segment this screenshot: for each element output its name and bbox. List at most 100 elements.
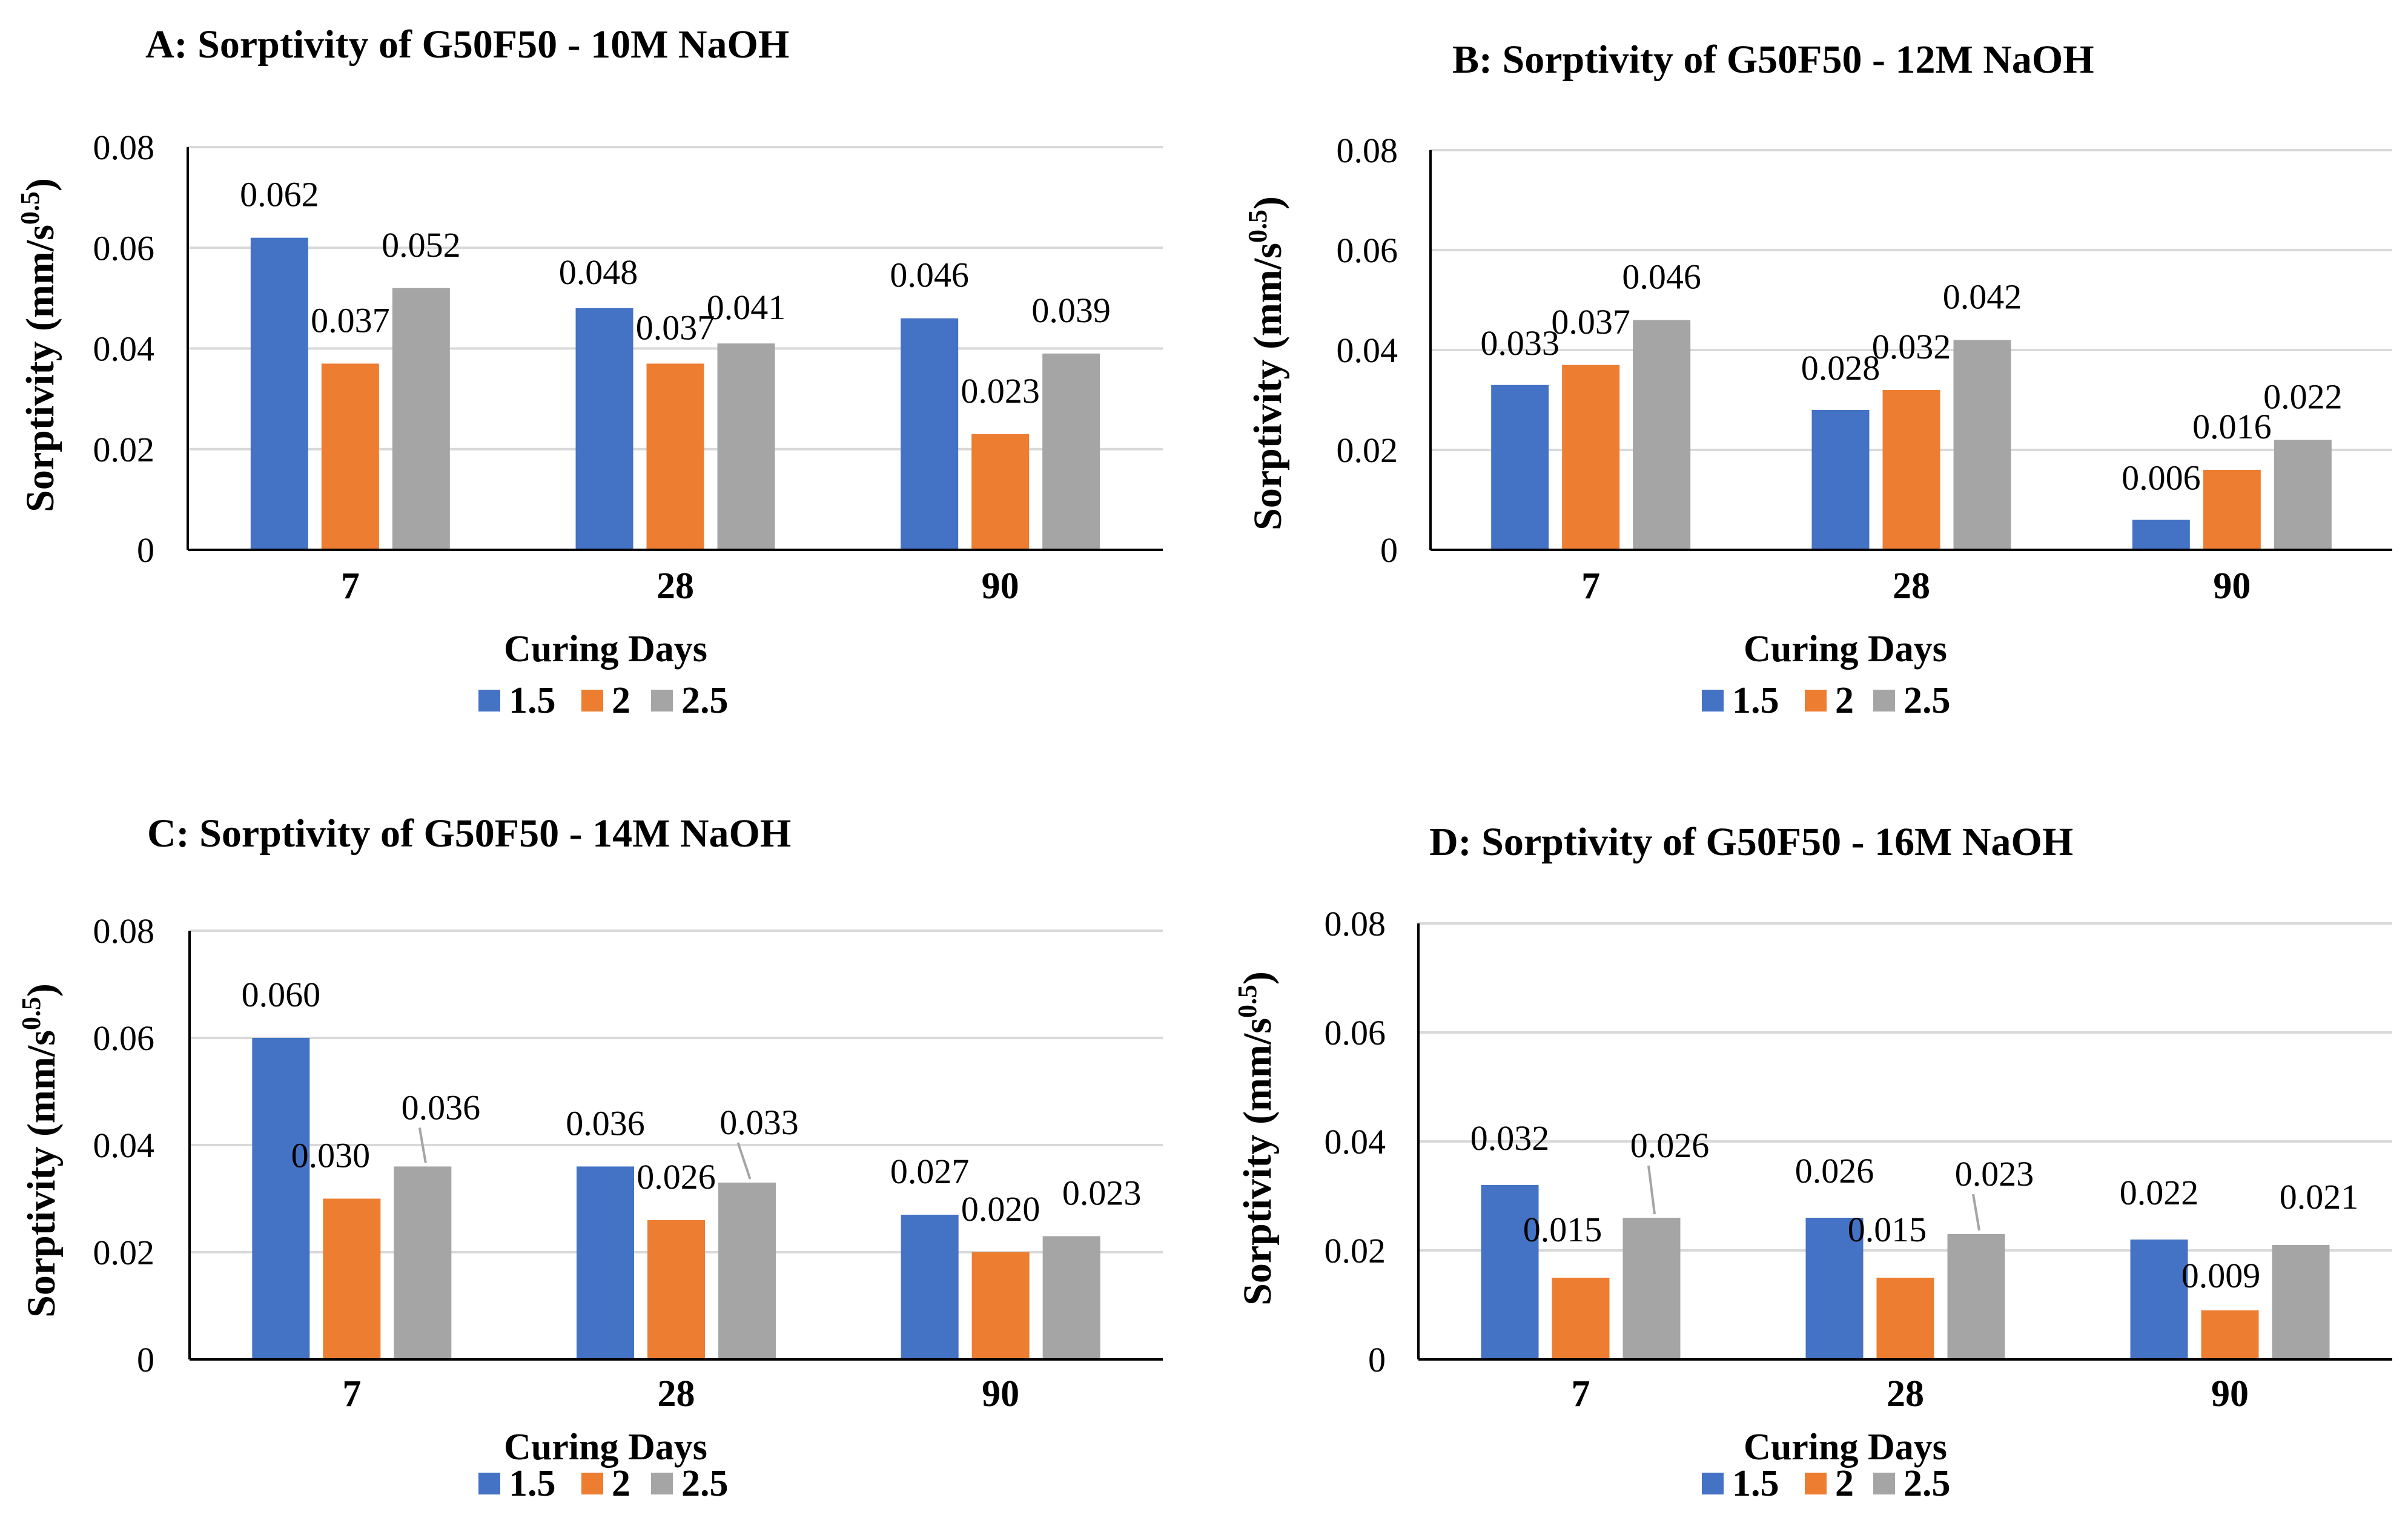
- data-label: 0.009: [2181, 1256, 2261, 1295]
- legend-swatch: [1702, 690, 1724, 712]
- bar-1_5-7: [250, 237, 308, 550]
- x-axis-label: Curing Days: [1744, 629, 1947, 670]
- bar-2_5-7: [394, 1166, 452, 1359]
- data-label: 0.037: [1551, 302, 1630, 342]
- chart-panel-a: A: Sorptivity of G50F50 - 10M NaOH Sorpt…: [15, 22, 1163, 721]
- y-tick-label: 0.02: [93, 430, 155, 469]
- legend-swatch: [581, 1473, 603, 1494]
- chart-title: D: Sorptivity of G50F50 - 16M NaOH: [1429, 820, 2073, 864]
- x-tick-label: 90: [982, 566, 1019, 607]
- bar-1_5-7: [252, 1038, 310, 1359]
- legend-swatch: [581, 690, 603, 712]
- legend-label: 1.5: [509, 680, 556, 721]
- bar-2_5-28: [717, 343, 775, 550]
- data-label: 0.030: [291, 1136, 371, 1175]
- legend-swatch: [478, 1473, 500, 1494]
- data-label: 0.052: [382, 225, 461, 265]
- bar-2-7: [323, 1198, 381, 1359]
- legend-label: 2.5: [681, 1463, 729, 1504]
- bar-2-90: [2201, 1310, 2259, 1359]
- chart-panel-c: C: Sorptivity of G50F50 - 14M NaOH Sorpt…: [16, 811, 1163, 1504]
- bar-2_5-28: [718, 1182, 776, 1359]
- legend-label: 1.5: [509, 1463, 556, 1504]
- legend-swatch: [1805, 690, 1827, 712]
- data-label: 0.021: [2280, 1177, 2359, 1217]
- legend: 1.5 2 2.5: [1702, 680, 1951, 721]
- y-tick-label: 0.06: [93, 228, 155, 268]
- data-label: 0.039: [1031, 291, 1111, 330]
- x-tick-label: 28: [1893, 566, 1930, 607]
- chart-title: C: Sorptivity of G50F50 - 14M NaOH: [147, 811, 791, 856]
- chart-panel-b: B: Sorptivity of G50F50 - 12M NaOH Sorpt…: [1243, 38, 2392, 721]
- data-label: 0.046: [1622, 257, 1701, 297]
- bar-1_5-90: [901, 318, 959, 550]
- plot-area: 0 0.02 0.04 0.06 0.08 0.032 0.015 0.026 7 0.026 0.…: [1325, 904, 2392, 1415]
- legend-swatch: [651, 1473, 673, 1494]
- data-label: 0.046: [890, 256, 969, 295]
- x-tick-label: 7: [342, 1373, 361, 1415]
- x-tick-label: 28: [657, 566, 694, 607]
- legend-label: 2: [1835, 1463, 1854, 1504]
- data-label: 0.037: [636, 308, 715, 347]
- bar-2_5-90: [1042, 353, 1100, 550]
- bar-1_5-7: [1481, 1185, 1539, 1359]
- y-axis-label: Sorptivity (mm/s0.5): [16, 983, 64, 1318]
- bar-2_5-90: [1042, 1236, 1100, 1359]
- bar-2-28: [647, 1220, 705, 1359]
- y-tick-label: 0.08: [93, 911, 155, 951]
- data-label: 0.042: [1943, 277, 2022, 317]
- bar-1_5-28: [577, 1166, 634, 1359]
- data-label: 0.026: [637, 1157, 716, 1197]
- data-label: 0.048: [559, 253, 638, 292]
- x-tick-label: 7: [341, 566, 360, 607]
- x-tick-label: 7: [1572, 1373, 1590, 1415]
- legend-label: 1.5: [1732, 1463, 1779, 1504]
- x-tick-label: 7: [1581, 566, 1600, 607]
- bar-1_5-90: [2130, 1240, 2188, 1359]
- bar-1_5-28: [1811, 410, 1870, 550]
- bar-1_5-7: [1491, 385, 1549, 550]
- legend-swatch: [1805, 1473, 1827, 1494]
- bar-2_5-7: [392, 288, 450, 550]
- data-label: 0.037: [311, 300, 390, 340]
- y-tick-label: 0.04: [1325, 1122, 1386, 1161]
- y-tick-label: 0.06: [93, 1019, 155, 1058]
- x-tick-label: 28: [1887, 1373, 1924, 1415]
- legend-swatch: [1702, 1473, 1724, 1494]
- svg-text:Sorptivity (mm/s0.5): Sorptivity (mm/s0.5): [16, 983, 64, 1318]
- x-tick-label: 90: [2211, 1373, 2249, 1415]
- x-tick-label: 28: [658, 1373, 695, 1415]
- data-label: 0.015: [1848, 1210, 1927, 1249]
- legend-label: 2: [1835, 680, 1854, 721]
- x-axis-label: Curing Days: [504, 629, 707, 670]
- data-label: 0.032: [1470, 1118, 1550, 1158]
- bar-2_5-7: [1622, 1218, 1681, 1359]
- bar-2-7: [321, 363, 379, 550]
- bar-2-90: [971, 434, 1030, 550]
- leader-line: [418, 1128, 427, 1163]
- plot-area: 0 0.02 0.04 0.06 0.08 0.062 0.037 0.052 7 0.048 0.…: [93, 128, 1163, 607]
- y-tick-label: 0.02: [1325, 1231, 1386, 1270]
- plot-area: 0 0.02 0.04 0.06 0.08 0.060 0.030 0.036 7 0.036 0.…: [93, 911, 1163, 1415]
- legend-swatch: [478, 690, 500, 712]
- bar-2-28: [1876, 1278, 1934, 1359]
- y-axis-label: Sorptivity (mm/s0.5): [1243, 196, 1290, 530]
- y-tick-label: 0: [1380, 530, 1398, 570]
- y-tick-label: 0.08: [1337, 131, 1398, 170]
- y-tick-label: 0.04: [93, 1126, 155, 1165]
- data-label: 0.022: [2120, 1173, 2199, 1212]
- data-label: 0.060: [242, 975, 321, 1014]
- legend-swatch: [1873, 690, 1895, 712]
- legend-label: 2.5: [1904, 680, 1951, 721]
- data-label: 0.036: [566, 1103, 645, 1143]
- data-label: 0.015: [1523, 1210, 1603, 1249]
- data-label: 0.028: [1801, 348, 1880, 388]
- chart-title: B: Sorptivity of G50F50 - 12M NaOH: [1452, 38, 2094, 82]
- data-label: 0.027: [890, 1152, 970, 1191]
- data-label: 0.062: [240, 175, 319, 214]
- y-tick-label: 0.02: [93, 1233, 155, 1272]
- data-label: 0.016: [2192, 407, 2272, 446]
- y-tick-label: 0.04: [1337, 331, 1398, 370]
- y-tick-label: 0.08: [93, 128, 155, 167]
- bar-1_5-90: [901, 1215, 959, 1359]
